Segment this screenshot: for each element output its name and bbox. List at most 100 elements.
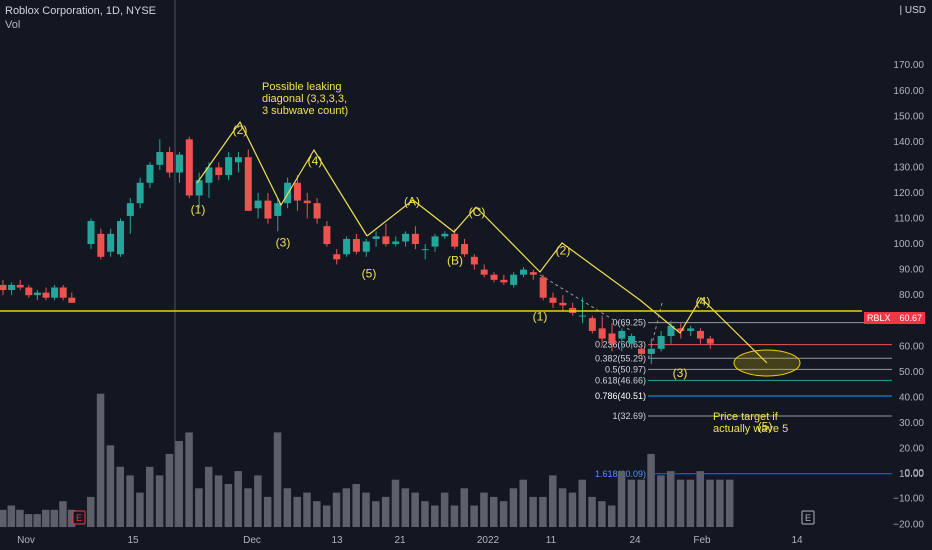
candle[interactable]	[470, 254, 478, 270]
volume-bar	[50, 509, 59, 527]
candle-body	[500, 279, 508, 283]
volume-bar	[96, 393, 105, 527]
candle[interactable]	[303, 192, 311, 219]
candle[interactable]	[657, 330, 665, 352]
candle[interactable]	[569, 302, 577, 316]
symbol-title[interactable]: Roblox Corporation, 1D, NYSE	[5, 5, 157, 17]
candle[interactable]	[205, 162, 213, 199]
candle[interactable]	[16, 279, 24, 291]
candle[interactable]	[706, 336, 714, 349]
volume-label[interactable]: Vol	[5, 19, 21, 31]
candle[interactable]	[293, 175, 301, 211]
volume-bar	[568, 492, 577, 527]
candle-body	[166, 152, 174, 173]
candle[interactable]	[520, 267, 528, 278]
candle[interactable]	[362, 238, 370, 257]
candle[interactable]	[402, 231, 410, 247]
candle[interactable]	[392, 236, 400, 247]
price-tick: 150.00	[893, 111, 924, 122]
volume-bar	[195, 488, 203, 527]
candle[interactable]	[136, 177, 144, 209]
candle[interactable]	[618, 328, 626, 352]
volume-bar	[499, 501, 508, 527]
candle[interactable]	[637, 341, 645, 357]
earnings-icon[interactable]: E	[801, 510, 815, 525]
candle[interactable]	[352, 233, 360, 255]
candle[interactable]	[234, 152, 242, 173]
price-axis[interactable]: 170.00 160.00 150.00 140.00 130.00 120.00 110.…	[893, 60, 924, 530]
candle-body	[0, 284, 7, 291]
candle[interactable]	[25, 284, 33, 298]
candle[interactable]	[588, 315, 596, 334]
candle[interactable]	[8, 282, 16, 296]
volume-bar	[106, 445, 115, 527]
candle[interactable]	[696, 328, 704, 344]
candle[interactable]	[42, 287, 50, 301]
candle[interactable]	[510, 272, 518, 288]
candle[interactable]	[107, 228, 115, 257]
candle[interactable]	[451, 228, 459, 250]
currency-selector[interactable]: | USD	[899, 5, 926, 16]
candle[interactable]	[608, 323, 616, 352]
candle[interactable]	[549, 292, 557, 308]
candle[interactable]	[539, 274, 547, 301]
candle[interactable]	[68, 292, 76, 303]
candle[interactable]	[372, 231, 380, 247]
volume-bar	[165, 453, 174, 527]
candle[interactable]	[116, 218, 124, 257]
candle[interactable]	[411, 226, 419, 250]
candle[interactable]	[667, 320, 675, 344]
candle[interactable]	[185, 136, 193, 199]
candle[interactable]	[166, 146, 174, 178]
candle[interactable]	[225, 152, 233, 181]
candle[interactable]	[431, 233, 439, 252]
candle-body	[293, 182, 301, 201]
time-axis[interactable]: Nov 15 Dec 13 21 2022 11 24 Feb 14	[17, 535, 803, 546]
candle[interactable]	[441, 231, 449, 239]
volume-bar	[332, 492, 341, 527]
candle[interactable]	[244, 149, 252, 211]
candle-body	[431, 236, 439, 247]
candle-body	[372, 236, 380, 239]
candle[interactable]	[195, 172, 203, 209]
candle[interactable]	[254, 192, 262, 219]
candle[interactable]	[382, 223, 390, 247]
candle[interactable]	[490, 272, 498, 283]
candle[interactable]	[175, 152, 183, 183]
volume-bar	[362, 492, 370, 527]
volume-bar	[725, 479, 734, 527]
candle[interactable]	[87, 218, 95, 250]
candle[interactable]	[598, 315, 606, 347]
candle[interactable]	[647, 338, 655, 365]
candle[interactable]	[343, 236, 351, 257]
symbol-price-badge[interactable]: RBLX 60.67	[864, 312, 926, 324]
volume-bar	[598, 501, 606, 527]
candle[interactable]	[313, 198, 321, 224]
candle[interactable]	[156, 139, 164, 170]
candle[interactable]	[529, 269, 537, 280]
candle[interactable]	[33, 290, 41, 301]
candle[interactable]	[559, 295, 567, 311]
candle[interactable]	[126, 198, 134, 234]
candle[interactable]	[687, 325, 695, 337]
candle[interactable]	[59, 284, 67, 301]
candles[interactable]	[0, 136, 714, 365]
candle[interactable]	[500, 274, 508, 285]
candle[interactable]	[215, 162, 223, 181]
candle[interactable]	[333, 249, 341, 265]
candle[interactable]	[264, 192, 272, 224]
candle[interactable]	[480, 264, 488, 278]
candle[interactable]	[97, 228, 105, 260]
candle[interactable]	[323, 221, 331, 247]
candle-body	[87, 221, 95, 245]
candle[interactable]	[146, 162, 154, 188]
earnings-icon[interactable]: E	[72, 510, 86, 525]
candle[interactable]	[274, 198, 282, 232]
candle[interactable]	[421, 244, 429, 260]
candle[interactable]	[0, 279, 7, 296]
candle[interactable]	[51, 284, 59, 301]
candle[interactable]	[461, 238, 469, 257]
candle[interactable]	[628, 333, 636, 349]
